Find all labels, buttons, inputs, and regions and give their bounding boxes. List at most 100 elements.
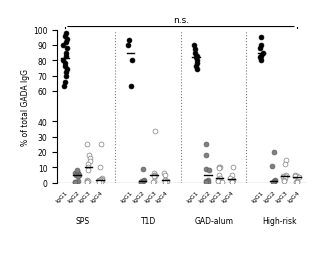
Point <box>193 51 198 55</box>
Point <box>62 80 67 84</box>
Point <box>259 54 264 58</box>
Point <box>282 175 287 179</box>
Point <box>271 150 276 154</box>
Point <box>64 51 69 55</box>
Point <box>296 176 301 180</box>
Point <box>217 178 222 182</box>
Text: T1D: T1D <box>140 216 156 225</box>
Point <box>151 180 156 184</box>
Point <box>204 180 209 184</box>
Point <box>63 41 68 45</box>
Text: GAD-alum: GAD-alum <box>194 216 233 225</box>
Point <box>215 179 220 183</box>
Point <box>194 54 199 58</box>
Point <box>258 56 263 60</box>
Point <box>272 179 277 183</box>
Point <box>99 179 104 183</box>
Point <box>281 179 286 183</box>
Point <box>139 179 145 183</box>
Point <box>87 153 92 157</box>
Point <box>64 68 69 72</box>
Point <box>261 51 266 55</box>
Point <box>97 179 102 183</box>
Point <box>98 143 103 147</box>
Text: High-risk: High-risk <box>262 216 296 225</box>
Point <box>218 166 223 170</box>
Point <box>295 180 300 184</box>
Point <box>61 44 66 48</box>
Point <box>204 179 209 183</box>
Point <box>76 172 81 176</box>
Point <box>62 62 68 66</box>
Point <box>161 172 166 176</box>
Point <box>152 173 157 177</box>
Point <box>193 65 198 69</box>
Point <box>163 173 168 177</box>
Point <box>62 65 67 69</box>
Point <box>195 59 200 63</box>
Point <box>141 167 146 171</box>
Point <box>72 172 77 176</box>
Point <box>65 47 70 51</box>
Point <box>258 59 263 63</box>
Point <box>162 178 167 182</box>
Point <box>99 178 104 182</box>
Point <box>216 173 221 177</box>
Point <box>272 180 277 184</box>
Point <box>85 180 90 184</box>
Point <box>85 163 90 167</box>
Point <box>64 38 69 42</box>
Point <box>97 166 102 170</box>
Point <box>61 85 67 89</box>
Point <box>281 175 286 179</box>
Point <box>74 169 79 173</box>
Point <box>217 166 222 170</box>
Point <box>129 59 134 63</box>
Point <box>206 169 211 173</box>
Point <box>86 179 91 183</box>
Point <box>271 180 276 184</box>
Point <box>141 179 146 183</box>
Point <box>193 48 198 52</box>
Point <box>64 74 69 78</box>
Point <box>230 180 235 184</box>
Point <box>85 178 90 182</box>
Point <box>283 163 288 167</box>
Point <box>87 156 92 161</box>
Point <box>74 173 79 177</box>
Y-axis label: % of total GADA IgG: % of total GADA IgG <box>21 68 30 145</box>
Point <box>72 180 77 184</box>
Point <box>205 179 210 183</box>
Point <box>140 179 145 183</box>
Point <box>85 166 90 170</box>
Point <box>257 47 262 51</box>
Point <box>230 173 235 177</box>
Point <box>152 179 157 183</box>
Point <box>194 62 199 66</box>
Point <box>269 164 275 168</box>
Text: n.s.: n.s. <box>173 16 189 25</box>
Point <box>64 54 69 58</box>
Point <box>230 166 236 170</box>
Point <box>258 44 263 48</box>
Point <box>64 31 69 36</box>
Point <box>76 174 81 178</box>
Point <box>195 68 200 72</box>
Point <box>138 180 143 184</box>
Point <box>230 179 235 183</box>
Point <box>152 173 158 177</box>
Point <box>75 179 81 183</box>
Point <box>283 173 288 177</box>
Point <box>204 143 209 147</box>
Point <box>282 176 288 180</box>
Point <box>282 178 287 182</box>
Point <box>219 180 224 184</box>
Point <box>205 180 210 184</box>
Point <box>84 179 89 183</box>
Point <box>62 35 67 39</box>
Point <box>217 166 222 170</box>
Point <box>165 179 170 183</box>
Point <box>293 175 298 179</box>
Point <box>203 153 208 157</box>
Point <box>75 172 81 177</box>
